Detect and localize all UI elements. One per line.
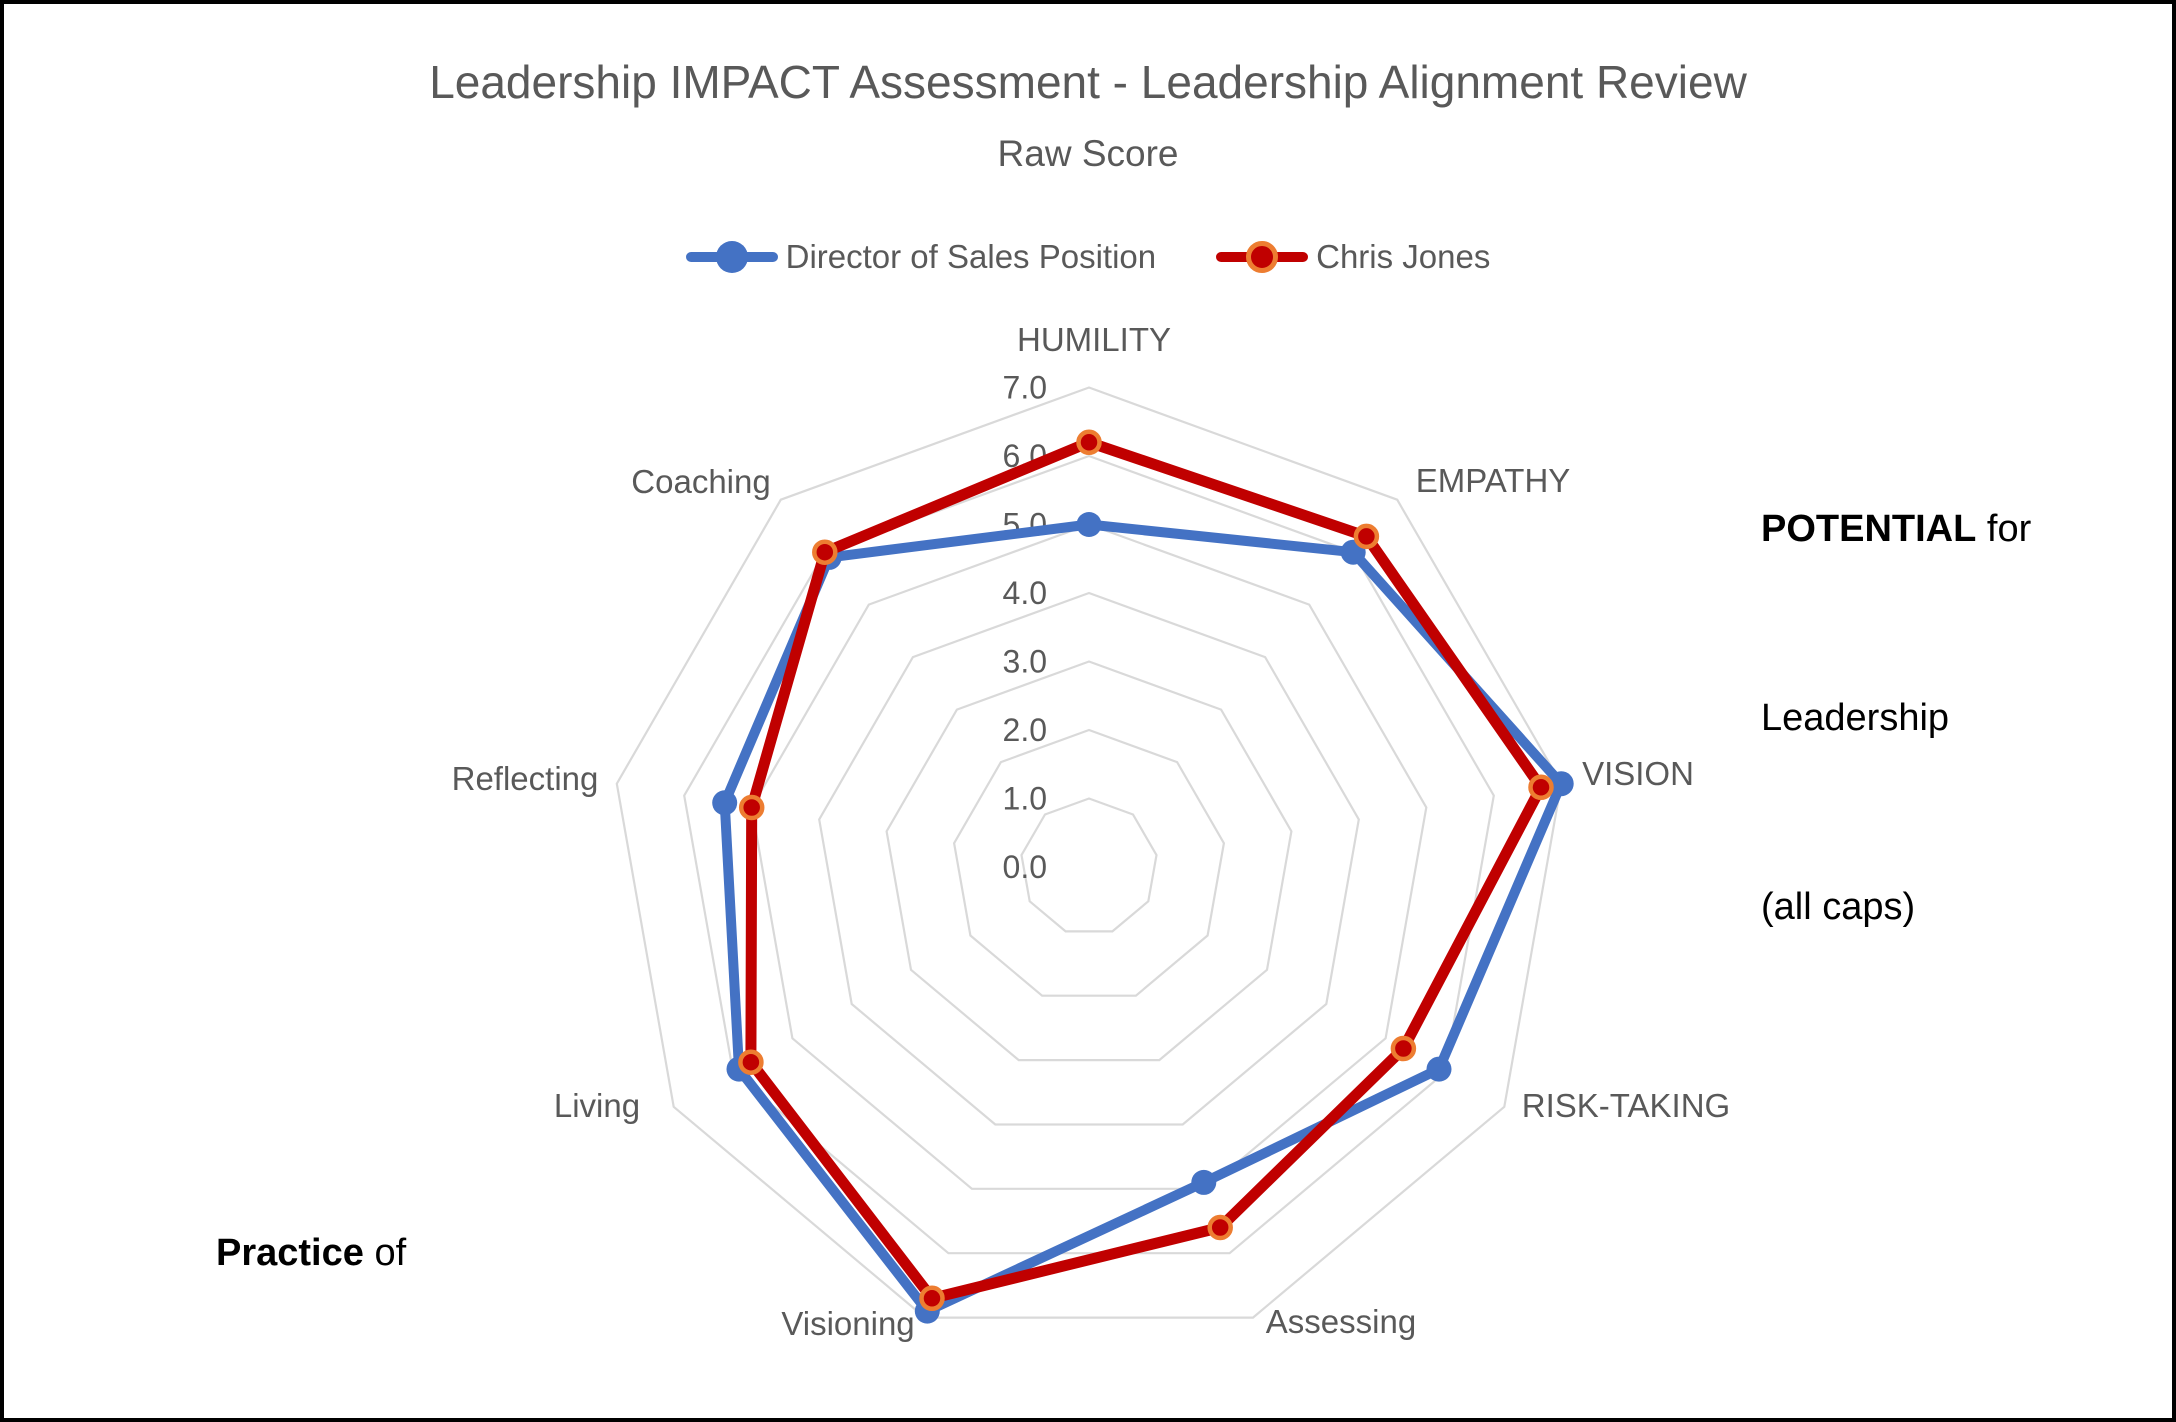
grid-ring-4 [818, 591, 1360, 1126]
legend-line-marker-icon [685, 241, 778, 273]
legend-label: Chris Jones [1316, 238, 1491, 275]
grid-ring-6 [683, 454, 1495, 1255]
legend-item-director-of-sales-position: Director of Sales Position [685, 238, 1157, 276]
category-label-living: Living [554, 1087, 640, 1124]
data-point-marker [738, 1049, 764, 1075]
annotation-practice-of-leadership: Practice of Leadership [216, 1096, 407, 1418]
annotation-line: (all caps) [1761, 886, 1916, 928]
axis-tick-label: 2.0 [1003, 712, 1047, 748]
legend-dot-icon [715, 241, 748, 273]
axis-tick-label: 7.0 [1003, 370, 1047, 406]
annotation-line: Leadership [216, 1411, 406, 1418]
axis-tick-label: 0.0 [1003, 849, 1047, 885]
annotation-line: Leadership [1761, 697, 1950, 739]
grid-ring-1 [1020, 797, 1158, 933]
category-label-coaching: Coaching [631, 463, 770, 500]
chart-title: Leadership IMPACT Assessment - Leadershi… [429, 56, 1747, 108]
grid-ring-3 [885, 660, 1293, 1062]
category-label-humility: HUMILITY [1017, 321, 1171, 358]
annotation-line: POTENTIAL for [1761, 508, 2032, 550]
legend-label: Director of Sales Position [785, 238, 1157, 275]
category-label-vision: VISION [1582, 755, 1694, 792]
grid-ring-7 [615, 386, 1563, 1319]
data-point-marker [919, 1285, 945, 1312]
series-line-chris-jones [745, 436, 1547, 1304]
category-label-reflecting: Reflecting [452, 760, 599, 797]
data-point-marker [1548, 771, 1574, 797]
axis-tick-label: 4.0 [1003, 575, 1047, 611]
data-point-marker [1076, 512, 1102, 537]
chart-legend: Director of Sales Position Chris Jones [4, 238, 2172, 276]
legend-line-marker-icon [1216, 241, 1309, 273]
data-point-marker [1191, 1169, 1217, 1195]
data-point-marker [812, 539, 838, 565]
annotation-potential-for-leadership: POTENTIAL for Leadership (all caps) [1761, 372, 2031, 1065]
category-label-visioning: Visioning [781, 1305, 914, 1342]
data-point-marker [1426, 1056, 1452, 1082]
data-point-marker [1353, 523, 1380, 550]
data-point-marker [1528, 774, 1554, 801]
radar-plot-area: 0.01.02.03.04.05.06.07.0HUMILITYEMPATHYV… [452, 321, 1731, 1342]
data-point-marker [1390, 1035, 1417, 1062]
chart-subtitle: Raw Score [997, 133, 1179, 174]
legend-dot-icon [1246, 241, 1279, 273]
grid-ring-2 [952, 728, 1226, 997]
axis-tick-label: 1.0 [1003, 781, 1047, 817]
category-label-risk-taking: RISK-TAKING [1522, 1087, 1730, 1124]
category-label-assessing: Assessing [1266, 1303, 1416, 1340]
data-point-marker [712, 790, 738, 816]
data-point-marker [1207, 1214, 1233, 1241]
grid-ring-5 [750, 523, 1428, 1190]
data-point-marker [1076, 429, 1102, 456]
axis-tick-label: 3.0 [1003, 644, 1047, 680]
category-label-empathy: EMPATHY [1416, 462, 1571, 499]
legend-item-chris-jones: Chris Jones [1216, 238, 1490, 276]
data-point-marker [738, 794, 765, 821]
annotation-line: Practice of [216, 1232, 407, 1274]
